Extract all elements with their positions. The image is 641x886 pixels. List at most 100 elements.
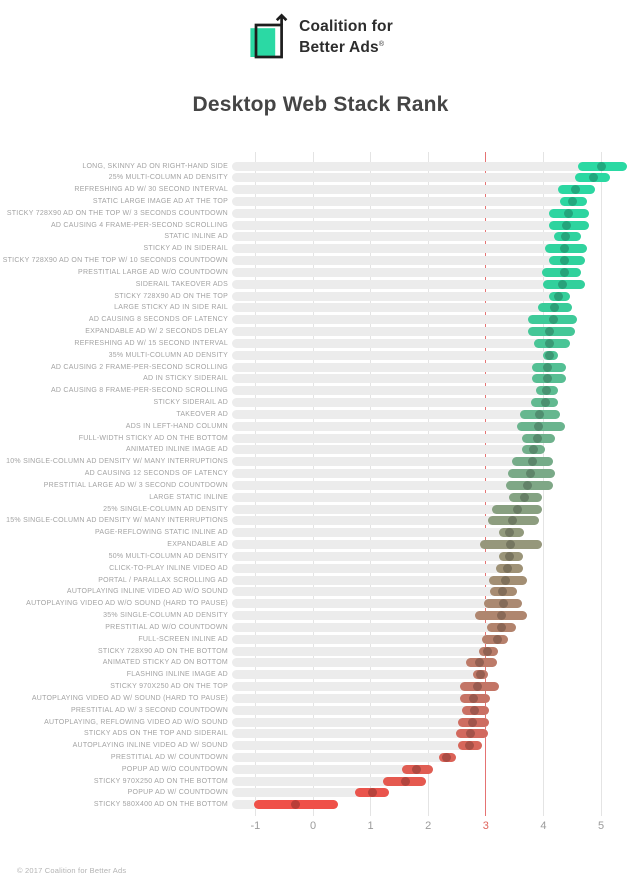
row-median-dot [368, 788, 378, 798]
row-label: STICKY 580X400 AD ON THE BOTTOM [93, 801, 228, 809]
row-label: 50% MULTI-COLUMN AD DENSITY [108, 552, 228, 560]
row-label: AD IN STICKY SIDERAIL [143, 375, 228, 383]
row-median-dot [525, 469, 535, 479]
row-median-dot [291, 800, 301, 810]
row-track [232, 670, 489, 680]
row-track [232, 220, 589, 230]
row-label: PRESTITIAL AD W/ COUNTDOWN [110, 754, 228, 761]
row-track [232, 338, 570, 348]
row-track [232, 457, 553, 467]
stack-rank-chart: -1 0 1 2 3 4 5 LONG, SKINNY AD ON RIGHT-HAND SI… [0, 152, 641, 852]
footer-copyright: © 2017 Coalition for Better Ads [17, 866, 127, 875]
header: Coalition for Better Ads® [0, 13, 641, 61]
row-track [232, 161, 627, 171]
row-median-dot [470, 705, 480, 715]
row-median-dot [468, 717, 478, 727]
row-track [232, 717, 490, 727]
row-median-dot [527, 457, 537, 467]
registered-mark: ® [378, 40, 385, 48]
row-label: PRESTITIAL AD W/O COUNTDOWN [105, 623, 228, 631]
row-median-dot [498, 599, 508, 609]
row-track [232, 303, 572, 313]
row-track [232, 445, 545, 455]
row-label: 25% SINGLE-COLUMN AD DENSITY [103, 505, 228, 513]
row-label: 35% SINGLE-COLUMN AD DENSITY [103, 612, 228, 620]
row-median-dot [502, 563, 512, 573]
row-median-dot [550, 303, 560, 313]
row-median-dot [544, 350, 554, 360]
row-label: STICKY ADS ON THE TOP AND SIDERAIL [83, 730, 228, 738]
row-median-dot [558, 279, 568, 289]
row-track [232, 611, 528, 621]
coalition-logo-icon [250, 13, 288, 59]
row-median-dot [560, 256, 570, 266]
row-label: 15% SINGLE-COLUMN AD DENSITY W/ MANY INT… [6, 517, 228, 525]
row-median-dot [542, 386, 552, 396]
row-median-dot [496, 622, 506, 632]
axis-tick-label: -1 [250, 820, 261, 832]
row-label: EXPANDABLE AD [167, 541, 228, 549]
row-median-dot [512, 504, 522, 514]
row-track [232, 232, 581, 242]
row-track [232, 327, 576, 337]
row-median-dot [596, 161, 606, 171]
row-label: STICKY 728X90 AD ON THE BOTTOM [97, 647, 228, 655]
row-track [232, 776, 427, 786]
row-track [232, 504, 543, 514]
row-label: EXPANDABLE AD W/ 2 SECONDS DELAY [85, 328, 228, 336]
row-track [232, 409, 561, 419]
row-track [232, 563, 523, 573]
row-label: STICKY 728X90 AD ON THE TOP W/ 3 SECONDS… [6, 209, 228, 217]
row-median-dot [442, 753, 452, 762]
row-median-dot [464, 741, 474, 751]
row-track [232, 173, 610, 183]
row-median-dot [474, 658, 484, 668]
row-label: STICKY AD IN SIDERAIL [143, 245, 228, 253]
row-median-dot [498, 587, 507, 597]
row-label: REFRESHING AD W/ 15 SECOND INTERVAL [74, 339, 228, 347]
row-label: FLASHING INLINE IMAGE AD [126, 671, 228, 679]
row-track [232, 433, 555, 443]
row-track [232, 741, 482, 751]
row-track [232, 646, 499, 656]
row-median-dot [545, 338, 555, 348]
row-label: AD CAUSING 12 SECONDS OF LATENCY [84, 470, 228, 478]
row-median-dot [561, 220, 571, 230]
row-track [232, 575, 527, 585]
row-track [232, 599, 523, 609]
row-track [232, 315, 577, 325]
row-track [232, 551, 524, 561]
row-track [232, 528, 524, 538]
row-label: AUTOPLAYING INLINE VIDEO AD W/ SOUND [72, 742, 228, 750]
row-median-dot [560, 267, 570, 277]
row-label: STATIC INLINE AD [164, 233, 228, 241]
row-median-dot [545, 327, 555, 337]
row-median-dot [568, 196, 578, 206]
row-track [232, 705, 490, 715]
row-track [232, 480, 554, 490]
row-track [232, 764, 433, 774]
row-median-dot [501, 575, 511, 585]
row-label: PRESTITIAL AD W/ 3 SECOND COUNTDOWN [70, 706, 228, 714]
row-label: STICKY SIDERAIL AD [153, 399, 228, 407]
row-label: FULL-SCREEN INLINE AD [138, 635, 228, 643]
row-track [232, 398, 559, 408]
row-label: 10% SINGLE-COLUMN AD DENSITY W/ MANY INT… [6, 458, 228, 466]
row-median-dot [553, 291, 563, 301]
row-label: LARGE STICKY AD IN SIDE RAIL [114, 304, 228, 312]
row-median-dot [483, 646, 493, 656]
row-median-dot [466, 729, 476, 739]
row-label: POPUP AD W/ COUNTDOWN [127, 789, 228, 797]
row-median-dot [542, 374, 552, 384]
row-median-dot [571, 185, 581, 195]
row-median-dot [540, 398, 550, 408]
row-median-dot [468, 693, 478, 703]
row-track [232, 421, 566, 431]
row-median-dot [523, 480, 533, 490]
gridline [600, 152, 602, 816]
row-median-dot [533, 421, 543, 431]
row-label: ANIMATED STICKY AD ON BOTTOM [102, 659, 228, 667]
row-track [232, 279, 585, 289]
row-label: REFRESHING AD W/ 30 SECOND INTERVAL [74, 186, 228, 194]
row-label: AUTOPLAYING INLINE VIDEO AD W/O SOUND [66, 588, 228, 596]
